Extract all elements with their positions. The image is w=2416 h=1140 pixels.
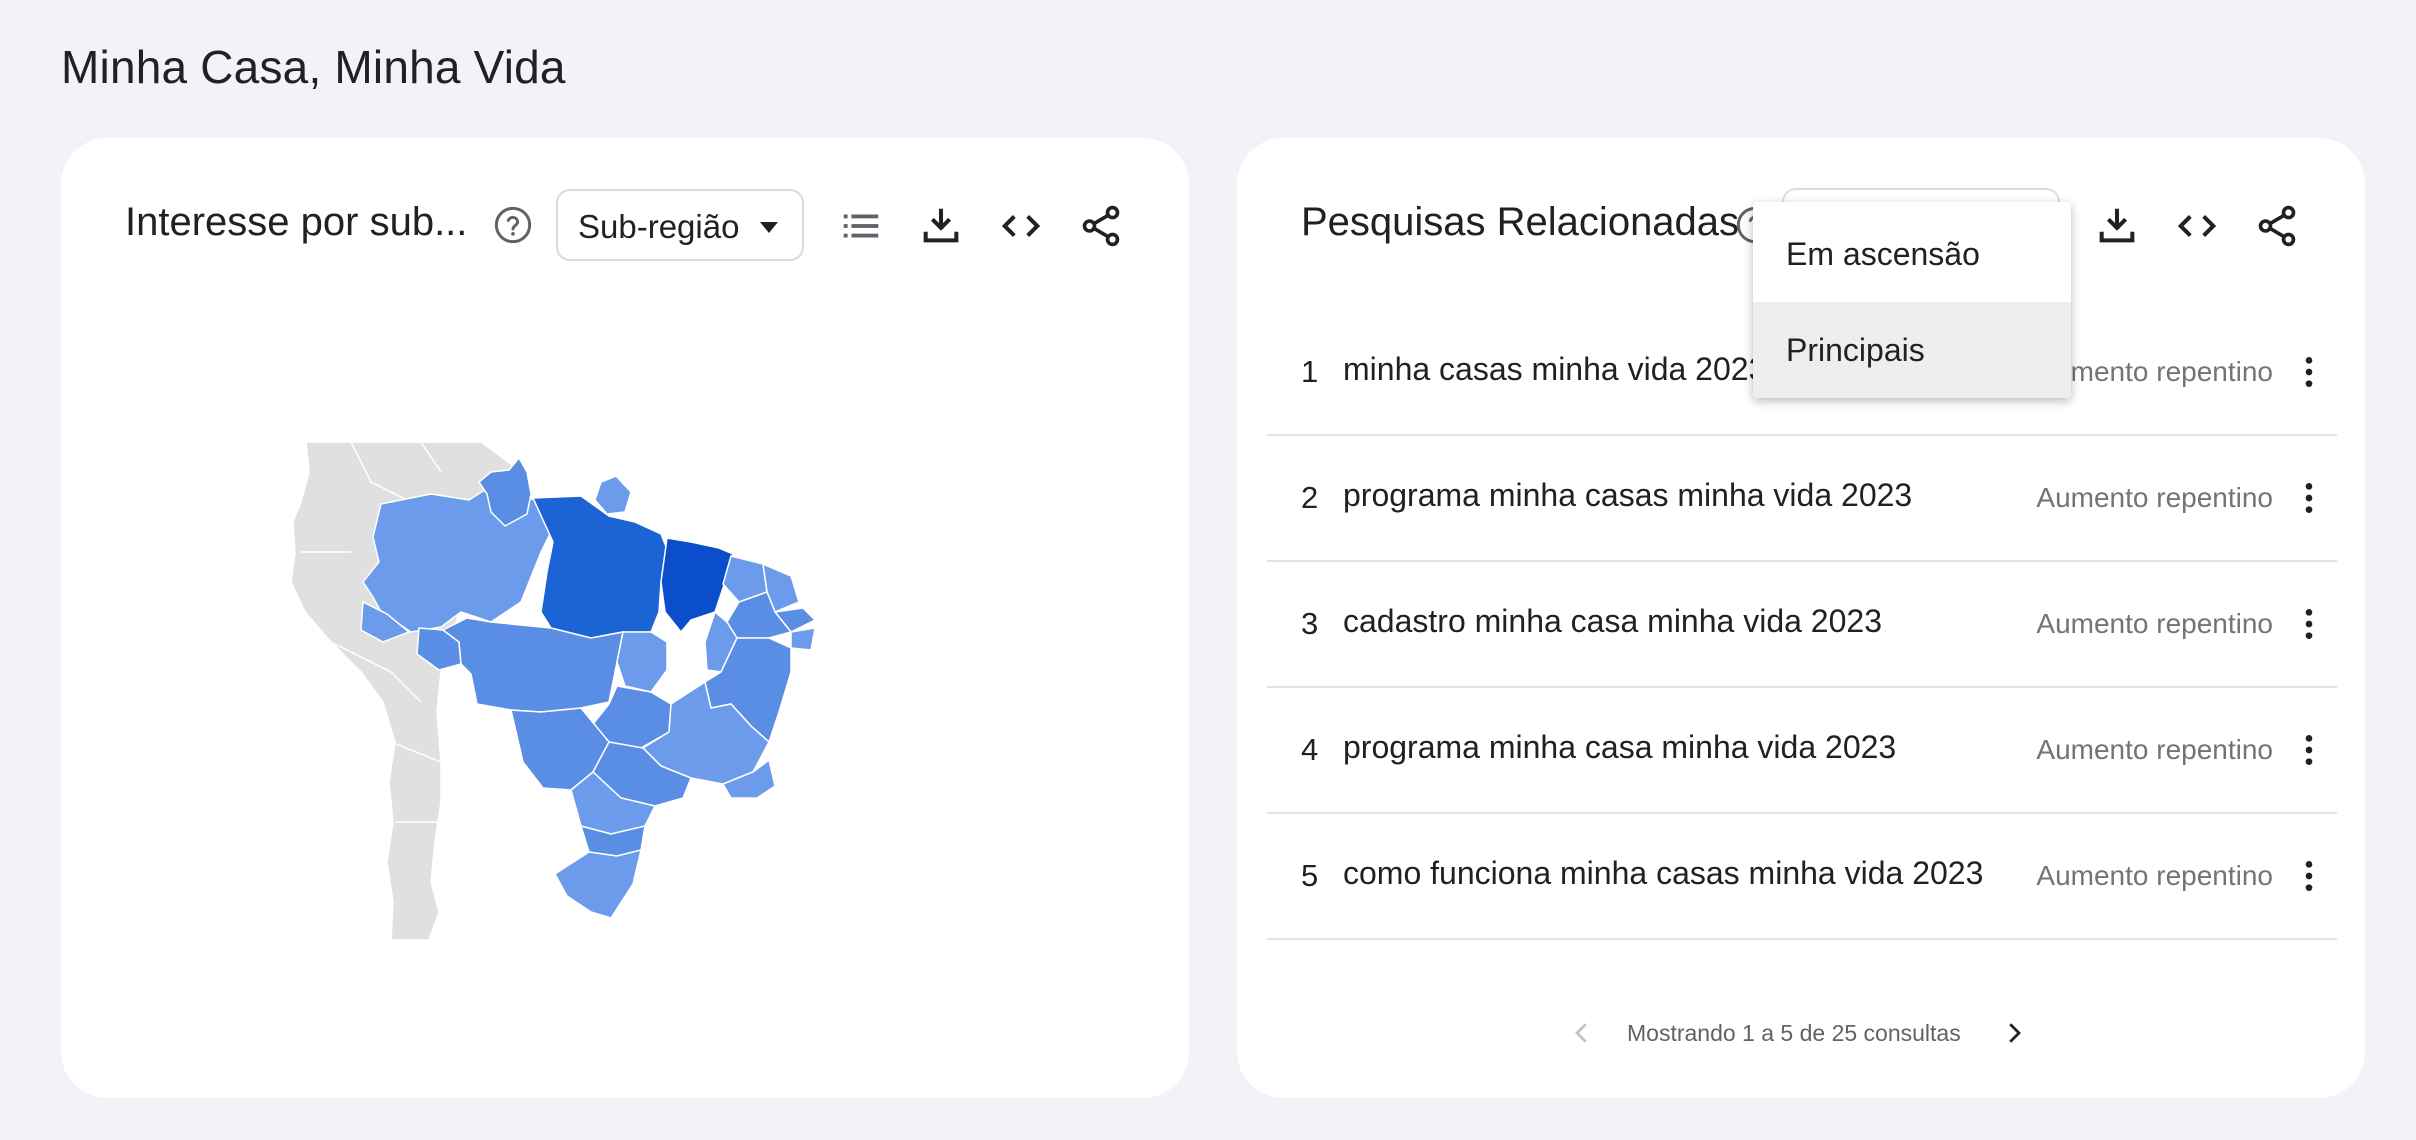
page-title: Minha Casa, Minha Vida [61,41,566,93]
embed-code-icon[interactable] [2174,203,2220,249]
chevron-left-icon[interactable] [1567,1018,1597,1048]
chevron-right-icon[interactable] [1999,1018,2029,1048]
row-rank: 2 [1301,480,1319,515]
interest-by-subregion-card: Interesse por sub... Sub-região [61,138,1189,1098]
caret-down-icon [760,222,778,233]
subregion-select[interactable]: Sub-região [556,189,804,261]
select-value: Sub-região [578,208,740,245]
list-icon[interactable] [838,203,884,249]
more-vert-icon[interactable] [2289,476,2329,520]
download-icon[interactable] [918,203,964,249]
download-icon[interactable] [2094,203,2140,249]
row-rank: 5 [1301,858,1319,893]
more-vert-icon[interactable] [2289,602,2329,646]
query-row[interactable]: 5 como funciona minha casas minha vida 2… [1267,814,2337,940]
row-value: Aumento repentino [2036,608,2273,639]
more-vert-icon[interactable] [2289,728,2329,772]
more-vert-icon[interactable] [2289,854,2329,898]
row-rank: 3 [1301,606,1319,641]
row-value: Aumento repentino [2036,356,2273,387]
row-value: Aumento repentino [2036,860,2273,891]
card-title: Interesse por sub... [125,200,468,244]
row-value: Aumento repentino [2036,482,2273,513]
query-row[interactable]: 3 cadastro minha casa minha vida 2023 Au… [1267,562,2337,688]
query-row[interactable]: 2 programa minha casas minha vida 2023 A… [1267,436,2337,562]
query-row[interactable]: 1 minha casas minha vida 2023 Aumento re… [1267,310,2337,436]
share-icon[interactable] [2254,203,2300,249]
row-query[interactable]: minha casas minha vida 2023 [1343,351,1767,387]
embed-code-icon[interactable] [998,203,1044,249]
row-query[interactable]: cadastro minha casa minha vida 2023 [1343,603,1882,639]
pagination: Mostrando 1 a 5 de 25 consultas [1237,1008,2365,1058]
share-icon[interactable] [1078,203,1124,249]
row-rank: 1 [1301,354,1319,389]
dropdown-option-rising[interactable]: Em ascensão [1753,202,2071,302]
row-query[interactable]: programa minha casa minha vida 2023 [1343,729,1897,765]
option-label: Principais [1786,332,1925,368]
related-queries-list: 1 minha casas minha vida 2023 Aumento re… [1267,310,2337,940]
row-query[interactable]: como funciona minha casas minha vida 202… [1343,855,1984,891]
pagination-text: Mostrando 1 a 5 de 25 consultas [1627,1020,1961,1046]
row-value: Aumento repentino [2036,734,2273,765]
brazil-region-map [291,442,871,940]
card-title: Pesquisas Relacionadas [1301,200,1740,244]
help-circle-icon[interactable] [493,205,533,245]
option-label: Em ascensão [1786,236,1980,272]
query-type-dropdown-menu: Em ascensão Principais [1753,202,2071,398]
row-query[interactable]: programa minha casas minha vida 2023 [1343,477,1913,513]
more-vert-icon[interactable] [2289,350,2329,394]
query-row[interactable]: 4 programa minha casa minha vida 2023 Au… [1267,688,2337,814]
row-rank: 4 [1301,732,1319,767]
dropdown-option-top[interactable]: Principais [1753,302,2071,398]
